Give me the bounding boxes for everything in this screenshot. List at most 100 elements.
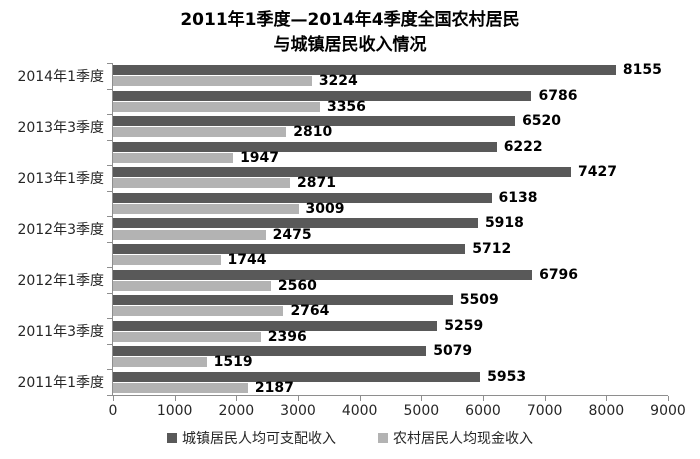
x-axis-tick (606, 396, 608, 401)
urban-bar-value: 5259 (444, 317, 484, 334)
rural-bar (113, 76, 312, 87)
rural-bar (113, 357, 207, 368)
y-axis-tick (107, 241, 112, 243)
x-axis-tick (359, 396, 361, 401)
y-axis-category-label: 2011年1季度 (17, 375, 104, 392)
x-axis-tick-label: 5000 (403, 403, 440, 419)
legend-entry-urban: 城镇居民人均可支配收入 (167, 428, 336, 448)
x-axis-tick (113, 396, 114, 401)
urban-bar-value: 6222 (503, 138, 543, 155)
x-axis-tick (298, 396, 299, 401)
rural-bar-value: 1744 (227, 252, 267, 269)
rural-bar-value: 3224 (318, 73, 358, 90)
urban-bar (113, 116, 516, 127)
rural-bar (113, 331, 261, 342)
rural-bar-value: 3009 (305, 200, 345, 217)
x-axis-tick-label: 8000 (588, 403, 625, 419)
urban-bar (113, 269, 533, 280)
rural-bar (113, 101, 320, 112)
rural-bar (113, 178, 291, 189)
urban-bar (113, 141, 497, 152)
rural-bar (113, 152, 234, 163)
y-axis-tick (107, 63, 112, 64)
y-axis-tick (107, 216, 112, 218)
x-axis-tick (236, 396, 238, 401)
y-axis-tick (107, 318, 112, 320)
chart-title-line-1: 2011年1季度—2014年4季度全国农村居民 (180, 10, 520, 30)
rural-bar-value: 2560 (277, 277, 317, 294)
x-axis-tick-label: 9000 (650, 403, 686, 419)
urban-bar (113, 218, 478, 229)
rural-bar-value: 2871 (297, 175, 336, 192)
chart-title-line-2: 与城镇居民收入情况 (273, 35, 427, 55)
rural-bar-value: 2764 (290, 303, 330, 320)
y-axis-category-label: 2011年3季度 (17, 324, 104, 341)
urban-bar-value: 5509 (459, 292, 499, 309)
y-axis-tick (107, 114, 112, 116)
x-axis-tick (421, 396, 423, 401)
rural-bar (113, 255, 221, 266)
y-axis-category-label: 2013年1季度 (17, 170, 104, 187)
x-axis-tick-label: 4000 (341, 403, 378, 419)
y-axis-tick (107, 190, 112, 192)
rural-bar-value: 2810 (293, 124, 333, 141)
urban-bar-value: 6138 (498, 189, 538, 206)
urban-bar-value: 5712 (472, 240, 512, 257)
urban-bar (113, 243, 466, 254)
rural-bar-value: 2475 (272, 226, 312, 243)
urban-bar-value: 6520 (522, 113, 562, 130)
urban-bar (113, 192, 492, 203)
urban-bar-value: 6796 (539, 266, 579, 283)
urban-bar-value: 5918 (484, 215, 524, 232)
urban-bar (113, 90, 532, 101)
legend-label-rural: 农村居民人均现金收入 (393, 431, 533, 447)
rural-bar-value: 2187 (254, 379, 294, 396)
x-axis-tick-label: 7000 (526, 403, 563, 419)
rural-bar-value: 3356 (326, 98, 366, 115)
y-axis-tick (107, 369, 112, 371)
urban-bar-value: 8155 (622, 62, 662, 79)
y-axis-category-label: 2012年3季度 (17, 222, 104, 238)
y-axis-tick (107, 267, 112, 269)
x-axis-tick-label: 0 (108, 403, 118, 419)
urban-series-swatch-icon (167, 433, 177, 443)
y-axis-tick (107, 343, 112, 345)
urban-bar-value: 5079 (433, 343, 473, 360)
x-axis-tick-label: 2000 (218, 403, 255, 419)
urban-bar (113, 167, 571, 178)
x-axis-tick-label: 1000 (156, 403, 193, 419)
legend: 城镇居民人均可支配收入 农村居民人均现金收入 (0, 428, 700, 448)
rural-bar-value: 1519 (213, 354, 253, 371)
rural-bar (113, 229, 266, 240)
urban-bar (113, 346, 427, 357)
rural-bar (113, 306, 284, 317)
y-axis-tick (107, 395, 112, 396)
y-axis-tick (107, 292, 112, 294)
urban-bar (113, 371, 481, 382)
urban-bar-value: 5953 (487, 368, 527, 385)
urban-bar (113, 320, 438, 331)
y-axis-tick (107, 139, 112, 141)
rural-bar (113, 203, 299, 214)
rural-bar (113, 382, 248, 393)
urban-bar-value: 6786 (538, 87, 578, 104)
plot-area: 8155 3224 2014年1季度 6786 3356 6520 2810 2013年3季度… (17, 62, 686, 419)
rural-bar-value: 1947 (240, 149, 280, 166)
y-axis-category-label: 2014年1季度 (17, 68, 104, 85)
y-axis-category-label: 2012年1季度 (17, 273, 104, 290)
x-axis-tick-label: 6000 (465, 403, 501, 419)
rural-series-swatch-icon (378, 433, 388, 443)
x-axis-tick (174, 396, 176, 401)
x-axis-tick (544, 396, 546, 401)
rural-bar (113, 127, 287, 138)
rural-bar-value: 2396 (267, 328, 307, 345)
urban-bar (113, 295, 453, 306)
x-axis-tick (483, 396, 484, 401)
y-axis-category-label: 2013年3季度 (17, 119, 104, 136)
rural-bar (113, 280, 271, 291)
legend-entry-rural: 农村居民人均现金收入 (378, 428, 533, 448)
x-axis-tick-label: 3000 (280, 403, 316, 419)
urban-bar-value: 7427 (577, 164, 617, 181)
x-axis-tick (668, 396, 669, 401)
y-axis-tick (107, 88, 112, 90)
